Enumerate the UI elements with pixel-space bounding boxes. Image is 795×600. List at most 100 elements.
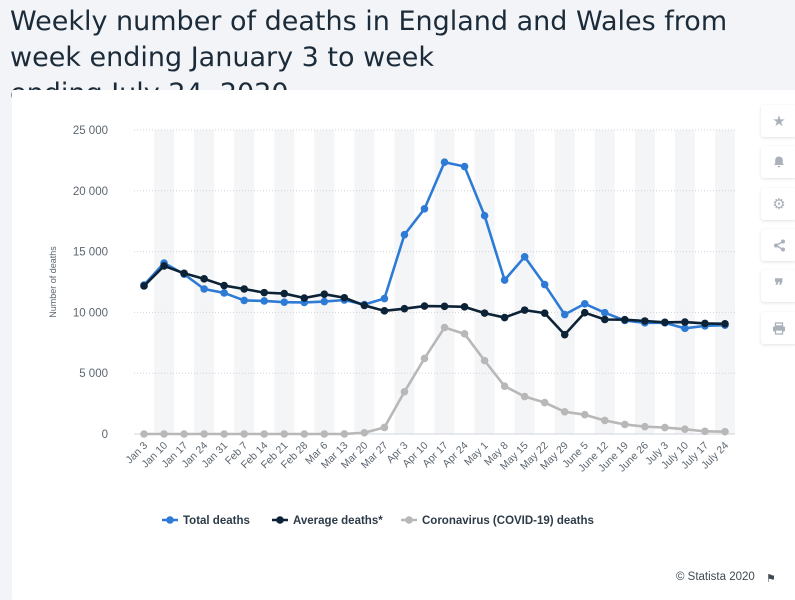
y-tick-label: 5 000 bbox=[79, 368, 108, 380]
share-icon[interactable] bbox=[761, 229, 795, 261]
point-average bbox=[340, 293, 349, 302]
point-total bbox=[580, 299, 589, 308]
chart-card: 0 5 000 10 000 15 000 20 000 25 000 Number of … bbox=[12, 90, 795, 600]
plot-band bbox=[314, 130, 335, 434]
point-total bbox=[440, 158, 449, 167]
y-tick-label: 25 000 bbox=[73, 125, 108, 137]
point-total bbox=[500, 276, 509, 284]
point-covid bbox=[641, 422, 649, 431]
point-covid bbox=[200, 430, 208, 438]
point-covid bbox=[340, 430, 349, 438]
point-covid bbox=[460, 330, 469, 338]
point-average bbox=[260, 288, 269, 297]
point-average bbox=[180, 269, 188, 278]
point-covid bbox=[661, 423, 669, 432]
chart-title: Weekly number of deaths in England and W… bbox=[10, 6, 728, 109]
point-covid bbox=[260, 430, 269, 438]
point-average bbox=[380, 307, 389, 315]
point-average bbox=[500, 313, 509, 322]
point-average bbox=[701, 319, 709, 328]
point-average bbox=[600, 315, 609, 324]
point-average bbox=[200, 275, 208, 283]
point-total bbox=[260, 297, 269, 305]
point-total bbox=[681, 324, 689, 333]
point-covid bbox=[380, 423, 389, 432]
y-tick-label: 20 000 bbox=[73, 186, 108, 198]
point-average bbox=[420, 302, 429, 310]
point-covid bbox=[500, 382, 509, 391]
point-average bbox=[300, 294, 309, 302]
plot-band bbox=[354, 130, 375, 434]
y-tick-label: 10 000 bbox=[73, 307, 108, 319]
legend-marker-average bbox=[276, 516, 284, 524]
point-total bbox=[280, 298, 289, 306]
point-average bbox=[160, 262, 168, 270]
point-covid bbox=[520, 392, 529, 401]
point-average bbox=[280, 289, 289, 298]
point-covid bbox=[240, 430, 248, 438]
point-covid bbox=[681, 425, 689, 434]
plot-band bbox=[554, 130, 575, 434]
point-total bbox=[460, 162, 469, 171]
point-covid bbox=[721, 427, 729, 436]
point-covid bbox=[180, 430, 188, 438]
point-covid bbox=[360, 428, 369, 437]
point-covid bbox=[400, 387, 409, 396]
point-total bbox=[600, 308, 609, 317]
star-icon[interactable]: ★ bbox=[761, 105, 795, 137]
point-average bbox=[400, 304, 409, 313]
point-total bbox=[320, 297, 329, 306]
point-average bbox=[440, 302, 449, 311]
statista-credit[interactable]: © Statista 2020 bbox=[676, 571, 755, 583]
point-average bbox=[520, 306, 529, 314]
flag-icon[interactable]: ⚑ bbox=[766, 573, 776, 585]
point-average bbox=[560, 330, 569, 339]
plot-band bbox=[274, 130, 295, 434]
point-covid bbox=[600, 416, 609, 425]
point-covid bbox=[621, 420, 629, 429]
point-total bbox=[520, 252, 529, 261]
point-average bbox=[360, 301, 369, 310]
y-tick-label: 15 000 bbox=[73, 247, 108, 259]
quote-icon[interactable]: ❞ bbox=[761, 270, 795, 302]
point-total bbox=[240, 296, 248, 305]
point-average bbox=[641, 317, 649, 325]
point-covid bbox=[300, 430, 309, 438]
point-average bbox=[681, 318, 689, 326]
point-average bbox=[661, 318, 669, 327]
point-total bbox=[560, 310, 569, 319]
chart-svg: 0 5 000 10 000 15 000 20 000 25 000 Number of … bbox=[48, 125, 735, 527]
point-total bbox=[380, 294, 389, 303]
legend-marker-covid bbox=[405, 516, 413, 524]
point-average bbox=[540, 309, 549, 317]
point-average bbox=[220, 281, 228, 290]
bell-icon[interactable] bbox=[761, 146, 795, 178]
point-covid bbox=[420, 354, 429, 363]
point-total bbox=[200, 285, 208, 293]
plot-band bbox=[394, 130, 415, 434]
plot-band bbox=[474, 130, 495, 434]
print-icon[interactable] bbox=[761, 312, 795, 344]
point-average bbox=[320, 290, 329, 298]
plot-band bbox=[714, 130, 735, 434]
point-average bbox=[480, 309, 489, 317]
point-covid bbox=[701, 427, 709, 436]
plot-band bbox=[234, 130, 255, 434]
point-average bbox=[240, 285, 248, 293]
point-average bbox=[460, 303, 469, 311]
point-average bbox=[580, 308, 589, 317]
y-tick-label: 0 bbox=[102, 429, 108, 441]
point-covid bbox=[540, 398, 549, 407]
point-total bbox=[480, 211, 489, 220]
point-covid bbox=[220, 430, 228, 438]
y-axis-label: Number of deaths bbox=[48, 246, 58, 318]
point-covid bbox=[480, 356, 489, 365]
legend-label-covid: Coronavirus (COVID-19) deaths bbox=[422, 515, 594, 527]
plot-band bbox=[434, 130, 455, 434]
point-total bbox=[220, 289, 228, 297]
point-covid bbox=[560, 408, 569, 416]
point-total bbox=[400, 230, 409, 239]
gear-icon[interactable]: ⚙ bbox=[761, 188, 795, 220]
plot-band bbox=[634, 130, 655, 434]
plot-band bbox=[674, 130, 695, 434]
